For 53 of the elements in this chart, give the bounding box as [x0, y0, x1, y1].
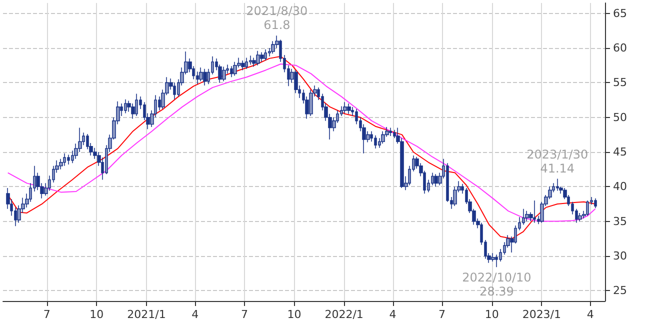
y-tick-label: 60	[613, 42, 627, 55]
candlestick	[264, 49, 267, 61]
candlestick	[222, 66, 226, 82]
candlestick	[260, 52, 264, 62]
candlestick	[381, 130, 385, 144]
x-tick-label: 2022/1	[324, 308, 364, 321]
candlestick	[230, 66, 233, 78]
candlestick	[533, 200, 536, 224]
y-tick-label: 65	[613, 6, 627, 20]
candlestick	[343, 102, 347, 114]
x-tick-label: 7	[240, 308, 248, 321]
candlestick	[578, 212, 582, 222]
candlestick	[256, 50, 260, 66]
x-tick-label: 10	[287, 308, 302, 321]
candlestick	[525, 210, 529, 222]
annotation: 2021/8/30 61.8	[246, 4, 308, 32]
x-tick-label: 4	[389, 308, 396, 321]
candlestick	[173, 82, 176, 100]
candlestick	[347, 103, 351, 114]
candlestick	[374, 134, 377, 149]
candlestick	[245, 57, 248, 70]
x-tick-label: 7	[438, 308, 446, 321]
candlestick	[67, 154, 70, 165]
candlestick	[594, 198, 597, 209]
candlestick	[586, 200, 589, 216]
y-tick-label: 35	[613, 214, 627, 228]
x-tick-label: 7	[43, 308, 50, 321]
candlestick	[135, 93, 138, 116]
candlestick	[556, 178, 559, 192]
candlestick	[63, 152, 66, 166]
candlestick	[199, 67, 203, 82]
x-tick-label: 2021/1	[127, 308, 166, 321]
y-tick-label: 30	[613, 249, 627, 262]
y-tick-label: 45	[613, 146, 627, 158]
candlestick	[249, 55, 252, 66]
candlestick	[309, 89, 313, 116]
candlestick	[124, 98, 127, 114]
x-tick-label: 10	[90, 308, 104, 321]
annotation: 2022/10/10 28.39	[462, 270, 532, 299]
x-tick-label: 10	[484, 308, 499, 321]
annotation: 2023/1/30 41.14	[526, 147, 588, 176]
candlestick	[389, 127, 392, 136]
x-tick-label: 4	[586, 308, 594, 321]
y-tick-label: 25	[613, 284, 627, 298]
x-tick-label: 4	[192, 308, 199, 321]
y-tick-label: 55	[613, 76, 627, 90]
candlestick	[241, 60, 245, 71]
candlestick	[203, 68, 207, 86]
y-tick-label: 50	[613, 110, 627, 124]
y-tick-label: 40	[613, 180, 627, 194]
candlestick	[233, 62, 237, 76]
x-tick-label: 2023/1	[522, 308, 562, 321]
candlestick	[434, 174, 438, 188]
